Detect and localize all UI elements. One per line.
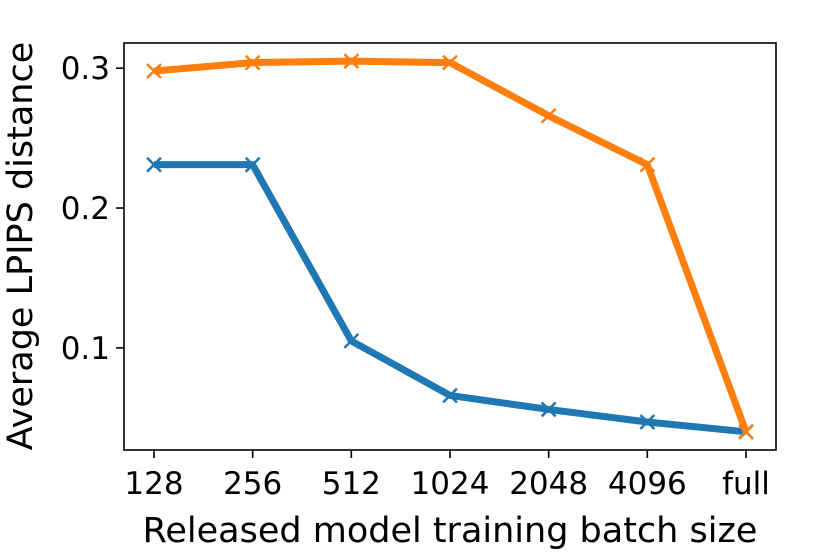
data-point-marker [442, 54, 458, 71]
y-tick-label: 0.1 [61, 331, 110, 367]
x-tick-label: 128 [124, 466, 183, 502]
x-tick-label: 512 [322, 466, 381, 502]
data-point-marker [244, 54, 261, 71]
x-tick-label: 1024 [411, 466, 490, 502]
data-point-marker [442, 387, 458, 404]
y-axis-title: Average LPIPS distance [1, 42, 41, 451]
series-line [154, 161, 747, 436]
data-point-marker [738, 423, 754, 440]
x-axis: 128 256 512 1024 2048 4096 full [124, 450, 770, 502]
x-tick-label: 4096 [608, 466, 687, 502]
y-tick-label: 0.3 [61, 51, 110, 87]
data-point-marker [343, 333, 360, 349]
y-axis: 0.1 0.2 0.3 [61, 51, 124, 367]
data-point-marker [639, 156, 656, 173]
x-tick-label: 2048 [509, 466, 588, 502]
series-line [153, 57, 750, 434]
data-point-marker [639, 414, 656, 430]
data-point-marker [244, 156, 261, 173]
y-tick-label: 0.2 [61, 191, 110, 227]
series-layer [146, 53, 754, 440]
x-axis-title: Released model training batch size [143, 511, 758, 551]
data-point-marker [540, 401, 557, 418]
data-point-marker [343, 53, 360, 70]
x-tick-label: 256 [223, 466, 282, 502]
series-2 [146, 53, 754, 440]
data-point-marker [146, 63, 162, 79]
x-tick-label: full [722, 466, 770, 502]
data-point-marker [146, 156, 162, 173]
data-point-marker [540, 107, 557, 124]
